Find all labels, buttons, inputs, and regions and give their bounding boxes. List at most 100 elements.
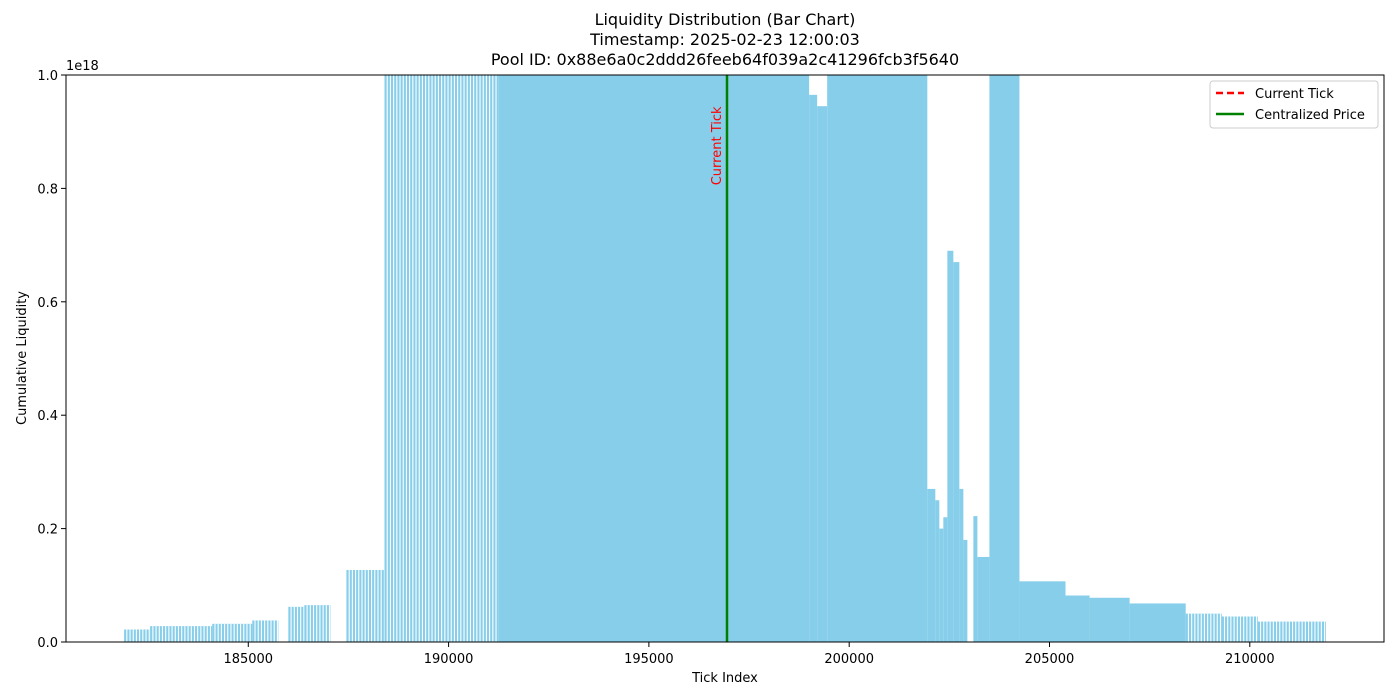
bar-gap [1272, 621, 1274, 642]
bar-gap [447, 75, 449, 642]
bar-gap [224, 623, 226, 642]
y-offset-text: 1e18 [66, 59, 99, 74]
bar-gap [361, 569, 363, 642]
bar-gap [254, 620, 256, 642]
bar-gap [209, 626, 212, 642]
bar-2 [212, 623, 253, 642]
bar-gap [264, 620, 266, 642]
bar-gap [152, 626, 154, 642]
bar-gap [1317, 621, 1319, 642]
bar-gap [300, 606, 302, 642]
bar-gap [290, 606, 292, 642]
bar-gap [1239, 616, 1242, 642]
y-tick-label: 0.4 [37, 409, 58, 424]
bar-gap [1243, 616, 1245, 642]
bar-gap [380, 569, 382, 642]
bar-gap [316, 605, 318, 642]
bar-gap [145, 629, 147, 642]
bar-gap [319, 605, 321, 642]
bar-gap [217, 623, 219, 642]
bar-8 [498, 75, 810, 642]
bar-15 [943, 517, 948, 642]
bar-gap [479, 75, 481, 642]
bar-gap [437, 75, 439, 642]
bar-gap [165, 626, 167, 642]
bar-gap [181, 626, 183, 642]
bar-gap [402, 75, 404, 642]
bar-gap [450, 75, 452, 642]
bar-0 [124, 629, 151, 642]
bar-gap [421, 75, 423, 642]
bar-gap [389, 75, 391, 642]
bar-gap [466, 75, 468, 642]
bar-gap [1223, 616, 1226, 642]
bar-gap [453, 75, 455, 642]
bar-gap [1320, 621, 1322, 642]
bar-21 [977, 556, 990, 642]
bar-gap [1298, 621, 1300, 642]
chart-title: Liquidity Distribution (Bar Chart) Times… [491, 10, 959, 69]
bar-26 [1129, 603, 1186, 642]
bar-gap [296, 606, 299, 642]
bar-gap [187, 626, 189, 642]
bar-gap [139, 629, 141, 642]
bar-gap [203, 626, 205, 642]
bar-gap [267, 620, 269, 642]
bar-gap [1269, 621, 1271, 642]
bar-gap [415, 75, 417, 642]
bar-gap [1187, 613, 1189, 642]
legend: Current Tick Centralized Price [1209, 80, 1379, 129]
bar-gap [1236, 616, 1238, 642]
bar-gap [1276, 621, 1278, 642]
x-tick-label: 205000 [1025, 652, 1075, 667]
x-axis-label: Tick Index [691, 671, 758, 686]
bar-gap [364, 569, 366, 642]
bar-gap [1301, 621, 1303, 642]
bar-gap [1210, 613, 1212, 642]
bar-gap [409, 75, 411, 642]
bar-gap [168, 626, 170, 642]
legend-label-current-tick: Current Tick [1255, 87, 1334, 102]
bar-gap [1255, 616, 1258, 642]
legend-box [1209, 80, 1379, 129]
bar-gap [473, 75, 475, 642]
bar-3 [252, 620, 279, 642]
bar-gap [1246, 616, 1248, 642]
bar-gap [177, 626, 180, 642]
bar-gap [214, 623, 216, 642]
bar-gap [328, 605, 331, 642]
x-tick-label: 190000 [424, 652, 474, 667]
bar-gap [135, 629, 137, 642]
bar-gap [260, 620, 262, 642]
bar-gap [374, 569, 376, 642]
bar-gap [399, 75, 401, 642]
bar-gap [405, 75, 407, 642]
bar-gap [485, 75, 487, 642]
legend-label-centralized-price: Centralized Price [1255, 108, 1365, 123]
title-line-2: Timestamp: 2025-02-23 12:00:03 [589, 30, 860, 49]
bar-17 [953, 262, 960, 642]
bar-gap [190, 626, 192, 642]
bar-gap [348, 569, 350, 642]
bar-gap [132, 629, 134, 642]
bar-gap [444, 75, 446, 642]
bar-gap [236, 623, 238, 642]
bar-gap [1263, 621, 1265, 642]
bar-gap [434, 75, 436, 642]
bar-gap [428, 75, 430, 642]
bar-gap [1285, 621, 1287, 642]
bar-gap [1213, 613, 1215, 642]
bar-12 [927, 488, 936, 642]
bar-gap [193, 626, 196, 642]
bars-layer [124, 75, 1326, 642]
bar-gap [418, 75, 420, 642]
bar-25 [1089, 597, 1130, 642]
bar-gap [441, 75, 443, 642]
bar-gap [174, 626, 176, 642]
bar-gap [155, 626, 157, 642]
x-axis: 185000 190000 195000 200000 205000 210000 [223, 642, 1275, 667]
bar-gap [460, 75, 462, 642]
bar-gap [306, 605, 308, 642]
bar-gap [476, 75, 478, 642]
bar-19 [963, 539, 968, 642]
